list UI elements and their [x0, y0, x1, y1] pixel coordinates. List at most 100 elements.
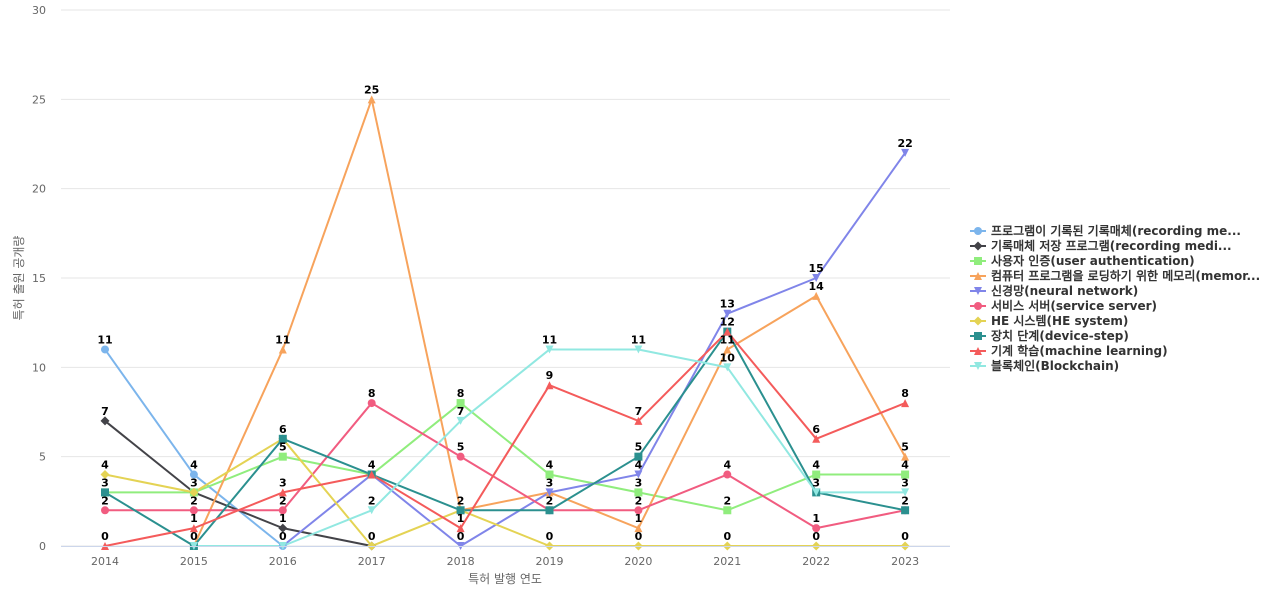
data-point [901, 148, 910, 157]
legend-marker [973, 316, 983, 326]
data-label: 4 [812, 459, 820, 472]
data-label: 7 [635, 405, 643, 418]
data-point [634, 524, 643, 533]
legend-label: 서비스 서버(service server) [991, 298, 1157, 313]
legend-item[interactable]: 프로그램이 기록된 기록매체(recording me... [970, 223, 1241, 238]
legend: 프로그램이 기록된 기록매체(recording me...기록매체 저장 프로… [970, 223, 1260, 373]
legend-marker [974, 332, 982, 340]
data-label: 4 [635, 459, 643, 472]
x-tick-label: 2020 [624, 555, 652, 568]
data-point [278, 523, 288, 533]
legend-item[interactable]: 블록체인(Blockchain) [970, 358, 1119, 373]
data-point [189, 506, 198, 515]
data-label: 4 [723, 459, 731, 472]
x-tick-label: 2019 [536, 555, 564, 568]
legend-item[interactable]: 기계 학습(machine learning) [970, 343, 1168, 358]
data-point [901, 488, 910, 497]
data-point [367, 399, 376, 408]
data-point [634, 506, 643, 515]
legend-item[interactable]: 신경망(neural network) [970, 283, 1138, 298]
y-tick-label: 20 [32, 183, 46, 196]
series-line-2 [104, 402, 907, 512]
legend-item[interactable]: 사용자 인증(user authentication) [970, 253, 1195, 268]
data-label: 1 [812, 512, 820, 525]
data-label: 11 [542, 333, 557, 346]
x-tick-label: 2021 [713, 555, 741, 568]
legend-item[interactable]: 서비스 서버(service server) [970, 298, 1157, 313]
data-label: 1 [457, 512, 465, 525]
data-point [189, 487, 199, 497]
data-label: 0 [812, 530, 820, 543]
y-tick-label: 5 [39, 451, 46, 464]
data-label: 2 [457, 494, 465, 507]
legend-marker [974, 347, 982, 355]
data-label: 2 [190, 494, 198, 507]
data-label: 0 [457, 530, 465, 543]
x-tick-label: 2016 [269, 555, 297, 568]
data-point [456, 506, 465, 515]
data-point [723, 327, 732, 336]
data-label: 2 [901, 494, 909, 507]
data-label: 2 [723, 494, 731, 507]
data-point [456, 399, 465, 408]
y-tick-label: 0 [39, 540, 46, 553]
data-point [901, 506, 910, 515]
x-tick-label: 2015 [180, 555, 208, 568]
data-label: 8 [901, 387, 909, 400]
data-label: 0 [635, 530, 643, 543]
data-point [812, 524, 821, 533]
legend-item[interactable]: 장치 단계(device-step) [970, 328, 1129, 343]
data-point [634, 488, 643, 497]
data-label: 11 [97, 333, 112, 346]
data-point [723, 470, 732, 479]
x-axis-title: 특허 발행 연도 [468, 571, 542, 586]
data-label: 0 [368, 530, 376, 543]
legend-item[interactable]: 컴퓨터 프로그램을 로딩하기 위한 메모리(memor... [970, 268, 1260, 283]
data-point [456, 452, 465, 461]
data-point [723, 363, 732, 372]
data-label: 11 [275, 333, 290, 346]
x-tick-label: 2018 [447, 555, 475, 568]
data-label: 5 [457, 441, 465, 454]
x-tick-label: 2023 [891, 555, 919, 568]
legend-label: 기록매체 저장 프로그램(recording medi... [991, 238, 1232, 253]
data-label: 3 [190, 476, 198, 489]
data-label: 22 [897, 137, 912, 150]
data-label: 3 [635, 476, 643, 489]
data-point [812, 488, 821, 497]
data-label: 2 [368, 494, 376, 507]
y-tick-label: 25 [32, 93, 46, 106]
data-label: 8 [368, 387, 376, 400]
legend-label: 프로그램이 기록된 기록매체(recording me... [991, 223, 1241, 238]
data-point [456, 524, 465, 533]
data-point [456, 416, 465, 425]
data-point [723, 309, 732, 318]
data-label: 4 [101, 459, 109, 472]
data-label: 1 [635, 512, 643, 525]
data-point [545, 506, 554, 515]
legend-item[interactable]: 기록매체 저장 프로그램(recording medi... [970, 238, 1232, 253]
series-markers [100, 95, 910, 551]
data-label: 7 [457, 405, 465, 418]
y-tick-label: 10 [32, 361, 46, 374]
data-point [545, 470, 554, 479]
data-point [367, 470, 376, 479]
data-point [278, 506, 287, 515]
data-label: 6 [812, 423, 820, 436]
legend-label: 장치 단계(device-step) [991, 328, 1129, 343]
data-label: 1 [190, 512, 198, 525]
legend-item[interactable]: HE 시스템(HE system) [970, 313, 1128, 328]
data-label: 2 [101, 494, 109, 507]
data-label: 2 [635, 494, 643, 507]
data-label: 7 [101, 405, 109, 418]
data-label: 0 [723, 530, 731, 543]
data-point [545, 488, 554, 497]
data-point [812, 291, 821, 300]
data-point [545, 345, 554, 354]
data-point [901, 399, 910, 408]
y-tick-label: 15 [32, 272, 46, 285]
legend-marker [974, 287, 982, 295]
data-point [101, 488, 109, 497]
